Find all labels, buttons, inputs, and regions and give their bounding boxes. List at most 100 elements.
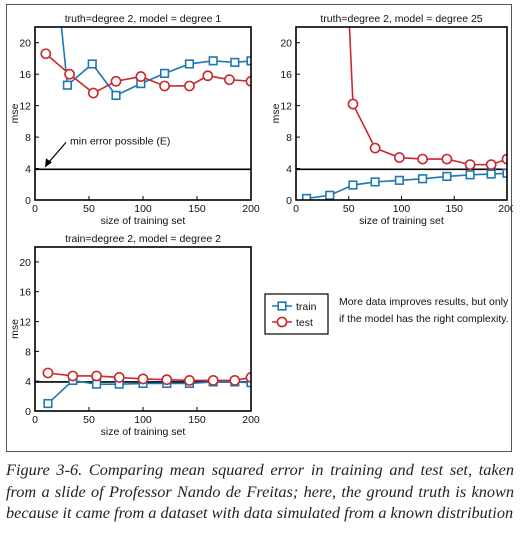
chart-title: truth=degree 2, model = degree 25 bbox=[320, 13, 482, 25]
y-axis-label: mse bbox=[9, 319, 21, 339]
data-point-test bbox=[67, 370, 79, 382]
y-tick-label: 8 bbox=[286, 132, 292, 144]
data-point-train bbox=[465, 170, 475, 180]
x-tick-label: 50 bbox=[343, 203, 355, 215]
data-point-test bbox=[207, 375, 219, 386]
plot-frame bbox=[295, 26, 508, 201]
x-axis-label: size of training set bbox=[101, 215, 186, 227]
data-point-test bbox=[40, 48, 52, 60]
note-line-1: More data improves results, but only bbox=[339, 296, 509, 308]
chart-title: truth=degree 2, model = degree 1 bbox=[65, 13, 222, 25]
note-line-2: if the model has the right complexity. bbox=[339, 313, 509, 325]
legend-box bbox=[264, 293, 329, 335]
chart-panel-1: truth=degree 2, model = degree 1 0 4 8 12 16 2… bbox=[9, 13, 260, 227]
data-point-train bbox=[111, 90, 121, 101]
data-point-test bbox=[369, 142, 381, 154]
data-point-test bbox=[135, 71, 147, 82]
data-point-train bbox=[87, 59, 97, 69]
data-point-train bbox=[370, 177, 380, 187]
annotation-arrow-line bbox=[46, 141, 67, 165]
y-tick-label: 20 bbox=[280, 38, 292, 50]
data-point-test bbox=[485, 159, 497, 171]
x-tick-label: 50 bbox=[83, 414, 95, 426]
y-axis-label: mse bbox=[9, 103, 21, 123]
data-point-train bbox=[394, 175, 404, 185]
x-tick-label: 0 bbox=[32, 203, 38, 215]
y-tick-label: 4 bbox=[286, 164, 292, 176]
x-tick-label: 100 bbox=[393, 203, 411, 215]
data-point-test bbox=[393, 152, 405, 163]
legend-test-marker bbox=[276, 316, 288, 328]
min-error-annotation: min error possible (E) bbox=[70, 135, 170, 147]
x-tick-label: 100 bbox=[134, 203, 152, 215]
x-axis-label: size of training set bbox=[359, 215, 444, 227]
plot-frame bbox=[34, 246, 252, 412]
data-point-test bbox=[159, 80, 170, 92]
x-tick-label: 0 bbox=[293, 203, 299, 215]
data-point-test bbox=[223, 74, 235, 86]
data-point-test bbox=[184, 80, 195, 92]
data-point-train bbox=[43, 398, 53, 409]
data-point-test bbox=[184, 375, 195, 386]
y-tick-label: 0 bbox=[25, 406, 31, 418]
data-point-train bbox=[348, 180, 358, 190]
data-point-test bbox=[202, 70, 214, 82]
x-tick-label: 150 bbox=[445, 203, 463, 215]
series-group bbox=[301, 27, 507, 200]
legend-train-label: train bbox=[296, 301, 317, 313]
y-tick-label: 16 bbox=[19, 69, 31, 81]
series-line-train bbox=[306, 172, 507, 200]
x-tick-label: 50 bbox=[83, 203, 95, 215]
legend: train test bbox=[264, 293, 329, 335]
annotation-arrow-head bbox=[45, 158, 52, 168]
data-point-train bbox=[91, 379, 102, 389]
y-tick-label: 4 bbox=[25, 376, 31, 388]
series-line-test bbox=[47, 372, 251, 382]
y-tick-label: 16 bbox=[280, 69, 292, 81]
data-point-test bbox=[464, 159, 476, 171]
y-tick-label: 0 bbox=[25, 195, 31, 207]
y-tick-label: 8 bbox=[25, 346, 31, 358]
plot-frame bbox=[34, 26, 252, 201]
data-point-train bbox=[62, 80, 72, 90]
y-tick-label: 4 bbox=[25, 164, 31, 176]
series-line-train bbox=[60, 27, 251, 97]
data-point-train bbox=[184, 59, 195, 69]
data-point-train bbox=[502, 168, 507, 178]
data-point-train bbox=[442, 171, 452, 182]
data-point-test bbox=[229, 375, 241, 386]
x-tick-label: 150 bbox=[188, 203, 206, 215]
x-axis-label: size of training set bbox=[101, 426, 186, 438]
series-group bbox=[42, 367, 251, 409]
x-tick-label: 200 bbox=[242, 203, 260, 215]
data-point-test bbox=[110, 75, 122, 87]
x-tick-label: 200 bbox=[498, 203, 513, 215]
y-tick-label: 16 bbox=[19, 287, 31, 299]
data-point-test bbox=[347, 98, 359, 110]
y-tick-label: 8 bbox=[25, 132, 31, 144]
data-point-test bbox=[113, 372, 125, 383]
data-point-train bbox=[160, 68, 170, 78]
data-point-train bbox=[486, 169, 496, 179]
chart-panel-3: train=degree 2, model = degree 2 0 4 8 12 16 2… bbox=[9, 233, 260, 438]
series-line-test bbox=[45, 53, 251, 95]
data-point-test bbox=[137, 373, 149, 385]
data-point-test bbox=[441, 153, 453, 165]
legend-train-marker bbox=[277, 301, 287, 311]
data-point-train bbox=[301, 193, 312, 200]
chart-panel-2: truth=degree 2, model = degree 25 0 4 8 12 16… bbox=[270, 13, 513, 227]
y-tick-label: 12 bbox=[19, 317, 31, 329]
y-tick-label: 20 bbox=[19, 257, 31, 269]
x-tick-label: 150 bbox=[188, 414, 206, 426]
data-point-test bbox=[64, 68, 75, 80]
figure-svg: truth=degree 2, model = degree 1 0 4 8 12 16 2… bbox=[9, 13, 513, 438]
figure-caption: Figure 3-6. Comparing mean squared error… bbox=[6, 460, 514, 522]
figure-frame: truth=degree 2, model = degree 1 0 4 8 12 16 2… bbox=[6, 4, 513, 452]
x-tick-label: 100 bbox=[134, 414, 152, 426]
data-point-train bbox=[208, 56, 218, 66]
y-tick-label: 12 bbox=[19, 101, 31, 113]
data-point-test bbox=[91, 370, 102, 382]
y-axis-label: mse bbox=[270, 103, 282, 123]
chart-title: train=degree 2, model = degree 2 bbox=[65, 233, 221, 245]
data-point-train bbox=[325, 190, 335, 200]
